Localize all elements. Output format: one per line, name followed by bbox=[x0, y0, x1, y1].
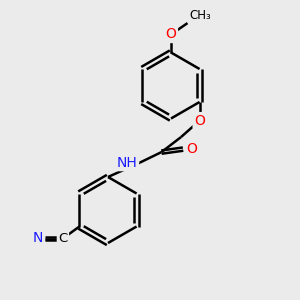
Text: O: O bbox=[166, 28, 176, 41]
Text: NH: NH bbox=[117, 156, 137, 170]
Text: O: O bbox=[186, 142, 197, 156]
Text: O: O bbox=[194, 114, 205, 128]
Text: N: N bbox=[32, 232, 43, 245]
Text: CH₃: CH₃ bbox=[189, 9, 211, 22]
Text: C: C bbox=[58, 232, 68, 245]
